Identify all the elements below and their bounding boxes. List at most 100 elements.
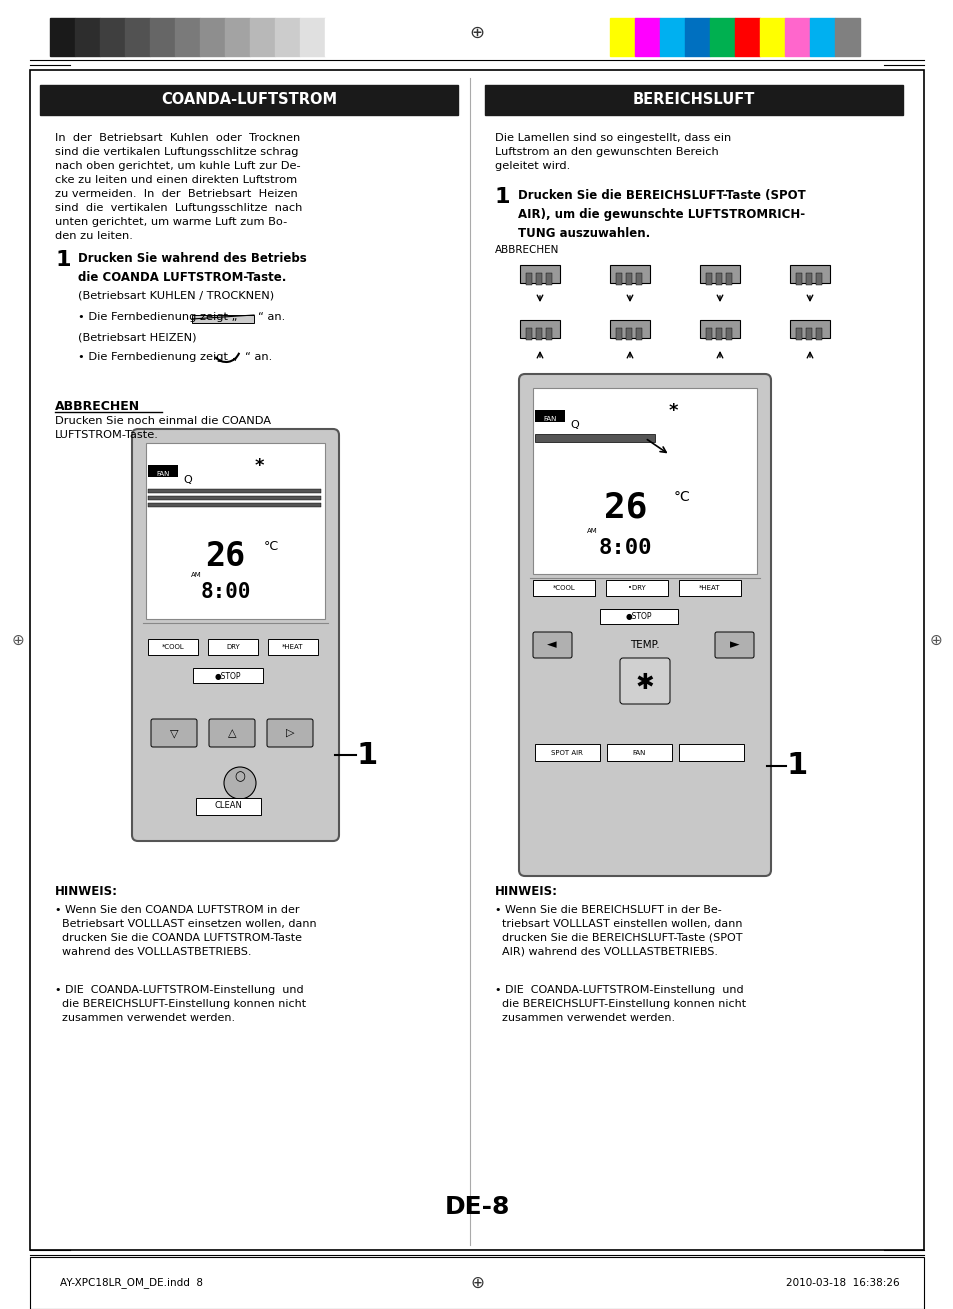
- Text: • DIE  COANDA-LUFTSTROM-Einstellung  und
  die BEREICHSLUFT-Einstellung konnen n: • DIE COANDA-LUFTSTROM-Einstellung und d…: [55, 984, 306, 1024]
- Text: 26: 26: [603, 490, 647, 524]
- Text: ●STOP: ●STOP: [625, 613, 652, 622]
- Bar: [815, 329, 821, 340]
- Text: ⊕: ⊕: [928, 632, 942, 648]
- Text: ►: ►: [729, 639, 739, 652]
- Text: 1: 1: [786, 751, 807, 780]
- Bar: [525, 274, 532, 285]
- Text: °C: °C: [673, 490, 690, 504]
- Bar: [30, 1257, 923, 1309]
- Text: • Wenn Sie den COANDA LUFTSTROM in der
  Betriebsart VOLLLAST einsetzen wollen, : • Wenn Sie den COANDA LUFTSTROM in der B…: [55, 905, 316, 957]
- Bar: [789, 264, 829, 283]
- Text: •DRY: •DRY: [627, 585, 645, 590]
- Text: *COOL: *COOL: [161, 644, 184, 651]
- Bar: [709, 18, 734, 56]
- Bar: [148, 496, 320, 500]
- Bar: [268, 639, 317, 654]
- Text: ⊕: ⊕: [470, 1274, 483, 1292]
- Bar: [636, 329, 641, 340]
- Text: TEMP.: TEMP.: [630, 640, 659, 651]
- Text: ●STOP: ●STOP: [214, 672, 241, 681]
- Text: *: *: [668, 402, 678, 420]
- Text: 26: 26: [206, 541, 246, 573]
- Bar: [536, 274, 541, 285]
- Bar: [545, 329, 552, 340]
- Text: °C: °C: [263, 541, 278, 552]
- Bar: [725, 329, 731, 340]
- Text: *COOL: *COOL: [552, 585, 575, 590]
- Text: ○: ○: [234, 771, 245, 784]
- Text: 8:00: 8:00: [598, 538, 652, 558]
- FancyBboxPatch shape: [714, 632, 753, 658]
- Bar: [536, 329, 541, 340]
- Bar: [679, 744, 743, 761]
- Text: Q: Q: [570, 420, 578, 429]
- FancyBboxPatch shape: [151, 719, 196, 747]
- Text: *HEAT: *HEAT: [282, 644, 303, 651]
- Text: △: △: [228, 728, 236, 738]
- Text: DRY: DRY: [226, 644, 239, 651]
- Bar: [535, 435, 655, 442]
- Text: “ an.: “ an.: [245, 352, 272, 363]
- Bar: [250, 18, 274, 56]
- Bar: [815, 274, 821, 285]
- Text: AM: AM: [191, 572, 202, 579]
- Text: COANDA-LUFTSTROM: COANDA-LUFTSTROM: [161, 93, 336, 107]
- FancyBboxPatch shape: [209, 719, 254, 747]
- Text: “ an.: “ an.: [257, 312, 285, 322]
- Text: AM: AM: [586, 528, 597, 534]
- Text: CLEAN: CLEAN: [213, 801, 242, 810]
- Text: ⊕: ⊕: [469, 24, 484, 42]
- Text: Q: Q: [183, 475, 193, 486]
- Bar: [606, 744, 671, 761]
- Bar: [705, 329, 711, 340]
- Bar: [75, 18, 100, 56]
- Bar: [805, 274, 811, 285]
- Text: FAN: FAN: [543, 416, 557, 421]
- Bar: [834, 18, 859, 56]
- Text: HINWEIS:: HINWEIS:: [55, 885, 118, 898]
- Text: AY-XPC18LR_OM_DE.indd  8: AY-XPC18LR_OM_DE.indd 8: [60, 1278, 203, 1288]
- Text: ⊕: ⊕: [11, 632, 25, 648]
- Bar: [545, 274, 552, 285]
- Bar: [795, 329, 801, 340]
- Bar: [200, 18, 225, 56]
- Bar: [174, 18, 200, 56]
- FancyBboxPatch shape: [619, 658, 669, 704]
- Bar: [609, 264, 649, 283]
- Text: 8:00: 8:00: [200, 583, 251, 602]
- Text: • Die Fernbedienung zeigt „: • Die Fernbedienung zeigt „: [78, 312, 237, 322]
- Bar: [795, 274, 801, 285]
- FancyBboxPatch shape: [132, 429, 338, 840]
- Text: Drucken Sie noch einmal die COANDA
LUFTSTROM-Taste.: Drucken Sie noch einmal die COANDA LUFTS…: [55, 416, 271, 440]
- Bar: [535, 410, 564, 421]
- Bar: [609, 18, 635, 56]
- Bar: [484, 85, 902, 115]
- Bar: [533, 580, 595, 596]
- Bar: [150, 18, 174, 56]
- Bar: [50, 18, 75, 56]
- Text: FAN: FAN: [156, 471, 170, 476]
- Text: Drucken Sie wahrend des Betriebs
die COANDA LUFTSTROM-Taste.: Drucken Sie wahrend des Betriebs die COA…: [78, 253, 307, 284]
- Bar: [148, 503, 320, 507]
- Bar: [725, 274, 731, 285]
- Bar: [635, 18, 659, 56]
- Text: (Betriebsart HEIZEN): (Betriebsart HEIZEN): [78, 332, 196, 343]
- Bar: [789, 319, 829, 338]
- Text: ▷: ▷: [286, 728, 294, 738]
- Text: 2010-03-18  16:38:26: 2010-03-18 16:38:26: [785, 1278, 899, 1288]
- Bar: [40, 85, 457, 115]
- Text: Drucken Sie die BEREICHSLUFT-Taste (SPOT
AIR), um die gewunschte LUFTSTROMRICH-
: Drucken Sie die BEREICHSLUFT-Taste (SPOT…: [517, 188, 805, 240]
- Text: DE-8: DE-8: [444, 1195, 509, 1219]
- Bar: [805, 329, 811, 340]
- Text: 1: 1: [356, 741, 377, 770]
- Text: Die Lamellen sind so eingestellt, dass ein
Luftstrom an den gewunschten Bereich
: Die Lamellen sind so eingestellt, dass e…: [495, 134, 731, 171]
- Bar: [100, 18, 125, 56]
- Bar: [525, 329, 532, 340]
- Bar: [519, 319, 559, 338]
- Bar: [684, 18, 709, 56]
- Bar: [535, 744, 599, 761]
- Text: *HEAT: *HEAT: [699, 585, 720, 590]
- FancyBboxPatch shape: [267, 719, 313, 747]
- Bar: [192, 315, 253, 323]
- Bar: [705, 274, 711, 285]
